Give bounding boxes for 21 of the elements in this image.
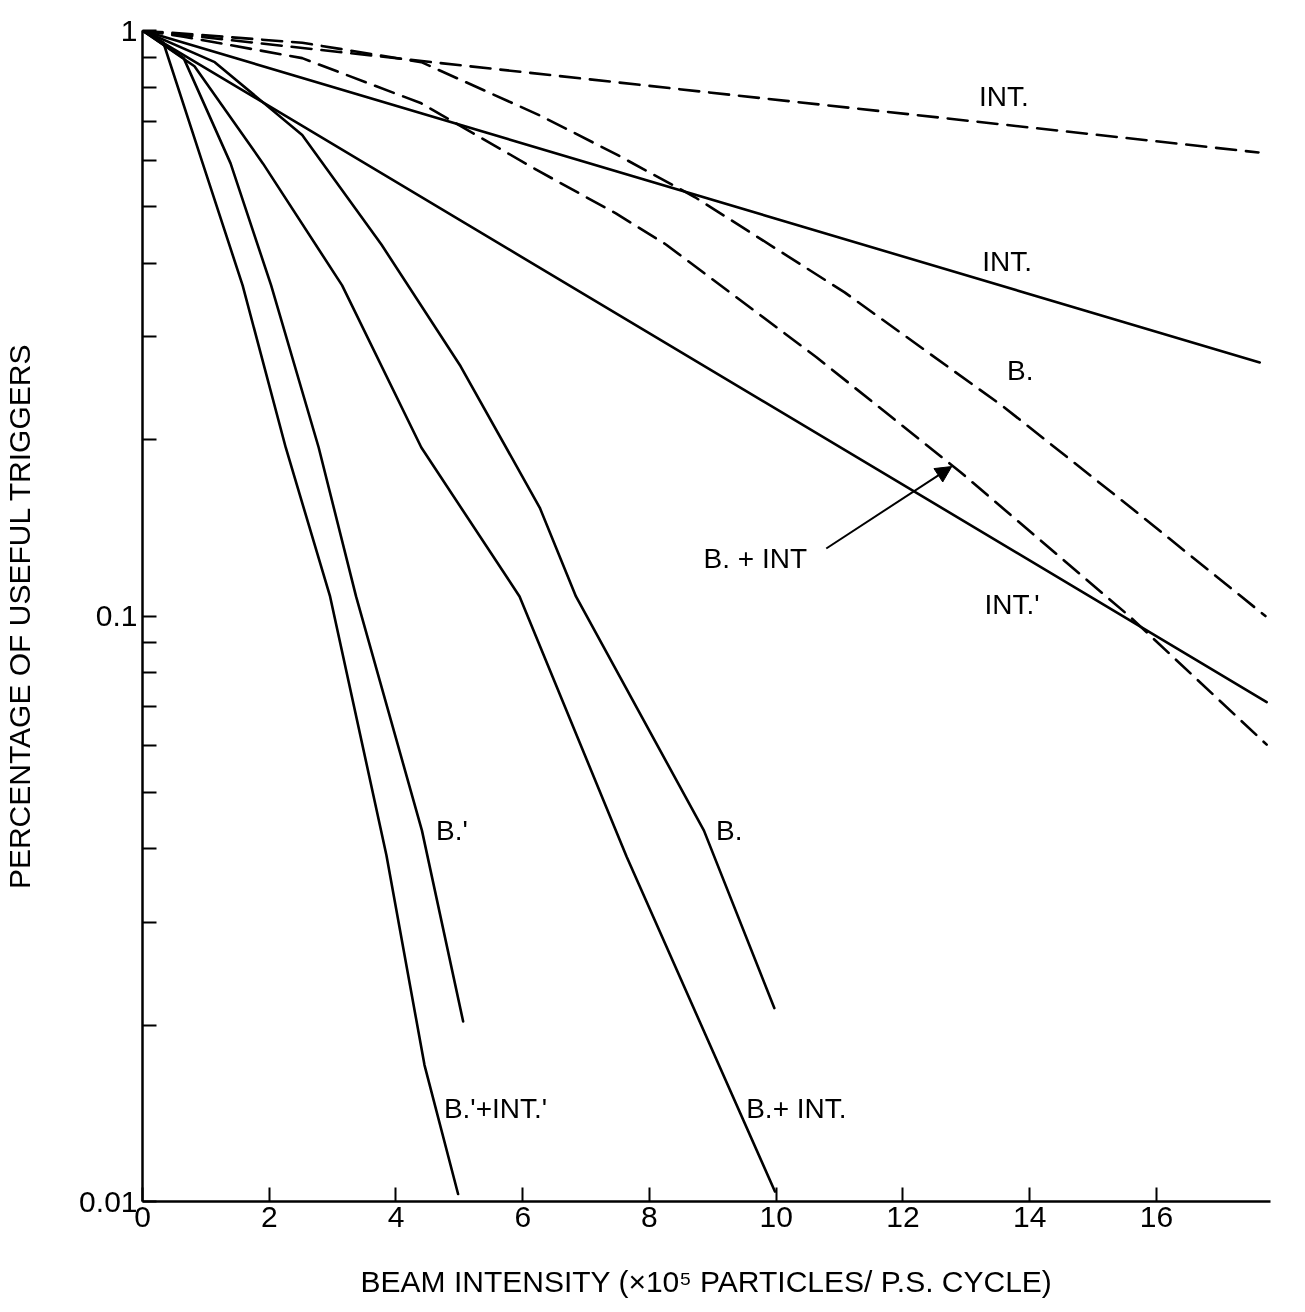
annotation: B.	[715, 815, 743, 847]
x-tick-label: 10	[759, 1199, 793, 1233]
annotation: INT.	[982, 246, 1032, 278]
x-tick-label: 6	[514, 1199, 532, 1233]
y-axis-title: PERCENTAGE OF USEFUL TRIGGERS	[3, 344, 37, 890]
annotation: B.+ INT.	[746, 1093, 847, 1125]
x-axis-title: BEAM INTENSITY (×10⁵ PARTICLES/ P.S. CYCLE)	[360, 1264, 1052, 1298]
x-tick-label: 2	[260, 1199, 278, 1233]
x-tick-label: 14	[1013, 1199, 1047, 1233]
x-tick-label: 16	[1139, 1199, 1174, 1233]
annotation: B. + INT	[703, 542, 808, 574]
x-tick-label: 12	[886, 1199, 920, 1233]
x-tick-label: 4	[387, 1199, 405, 1233]
x-tick-label: 8	[641, 1199, 658, 1233]
y-tick-label: 0.1	[95, 599, 138, 632]
annotation: B.'	[435, 815, 468, 847]
annotation: INT.	[978, 80, 1029, 112]
annotation: B.'+INT.'	[443, 1093, 548, 1125]
annotation: B.	[1007, 355, 1034, 387]
y-tick-label: 1	[120, 13, 138, 47]
annotation: INT.'	[984, 589, 1040, 621]
